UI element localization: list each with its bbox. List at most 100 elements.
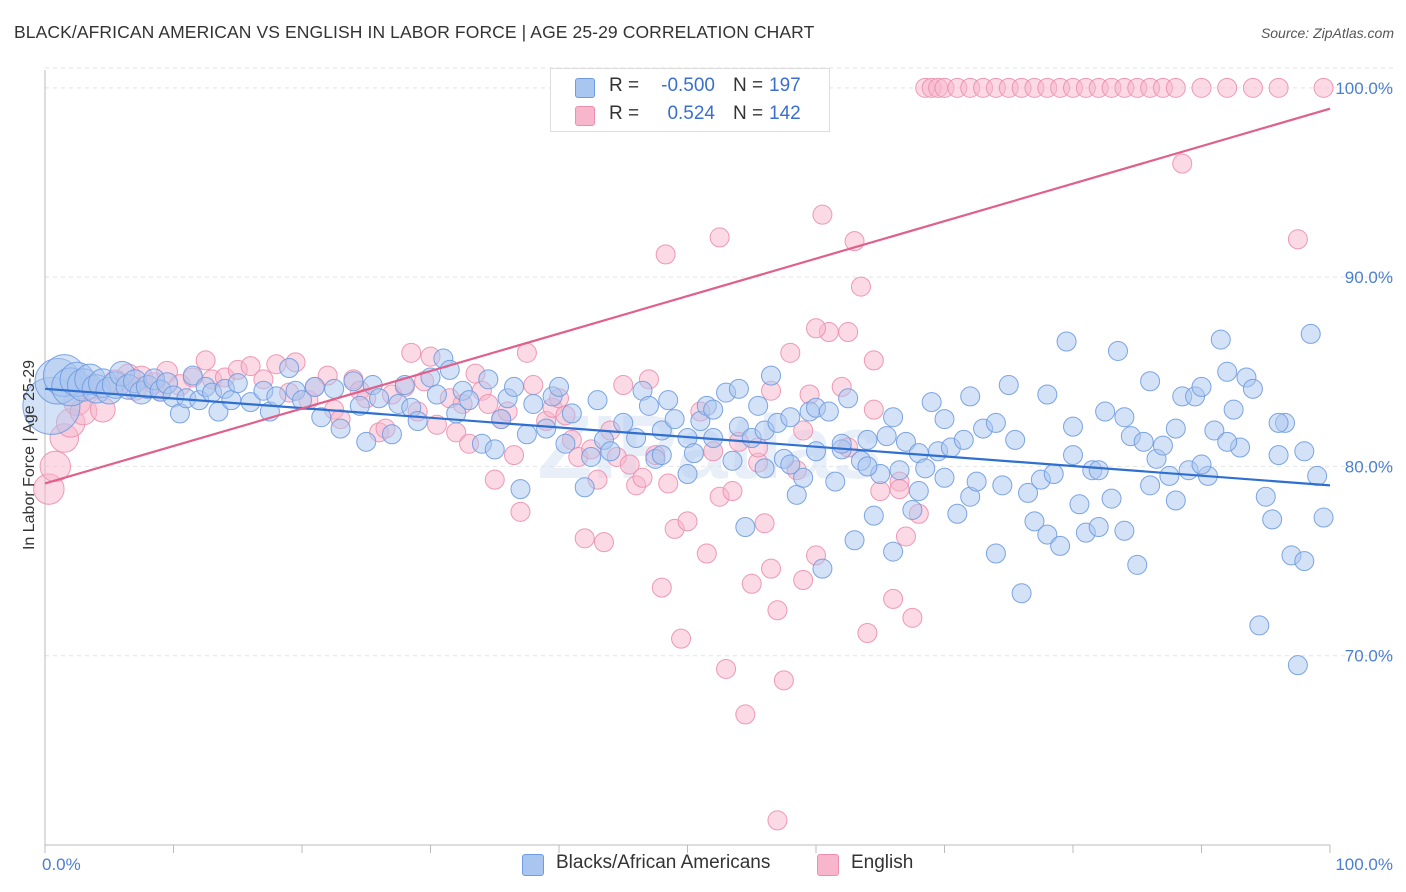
blacks-point xyxy=(626,428,647,449)
blacks-point xyxy=(304,376,325,397)
english-point xyxy=(401,342,422,363)
blacks-point xyxy=(831,433,852,454)
blacks-point xyxy=(426,384,447,405)
english-point xyxy=(651,577,672,598)
english-point xyxy=(863,350,884,371)
blacks-point xyxy=(722,450,743,471)
blacks-point xyxy=(1268,445,1289,466)
blacks-point xyxy=(825,471,846,492)
blacks-point xyxy=(1037,524,1058,545)
blacks-point xyxy=(1133,431,1154,452)
blacks-point xyxy=(780,407,801,428)
english-point xyxy=(677,511,698,532)
english-point xyxy=(510,501,531,522)
english-point xyxy=(1172,153,1193,174)
blacks-point xyxy=(1262,509,1283,530)
english-point xyxy=(767,810,788,831)
english-point xyxy=(1287,229,1308,250)
blacks-point xyxy=(1159,465,1180,486)
blacks-point xyxy=(1037,384,1058,405)
english-point xyxy=(1191,77,1212,98)
blacks-point xyxy=(1088,460,1109,481)
y-axis-label: In Labor Force | Age 25-29 xyxy=(21,360,38,550)
blacks-point xyxy=(985,543,1006,564)
english-point xyxy=(1242,77,1263,98)
blacks-point xyxy=(459,390,480,411)
source-credit: Source: ZipAtlas.com xyxy=(1260,25,1394,41)
blacks-point xyxy=(863,505,884,526)
english-point xyxy=(895,526,916,547)
english-point xyxy=(1217,77,1238,98)
english-trend-line xyxy=(44,107,1331,485)
blacks-point xyxy=(1204,420,1225,441)
blacks-point xyxy=(1307,465,1328,486)
blacks-point xyxy=(484,439,505,460)
blacks-point xyxy=(279,358,300,378)
legend-label-english: English xyxy=(851,852,914,873)
blacks-point xyxy=(838,388,859,409)
blacks-point xyxy=(921,392,942,413)
english-point xyxy=(767,600,788,621)
blacks-point xyxy=(1217,431,1238,452)
legend-r-label: R = xyxy=(609,75,640,96)
blacks-point xyxy=(683,443,704,464)
blacks-point xyxy=(613,412,634,433)
blacks-point xyxy=(947,503,968,524)
blacks-point xyxy=(1152,435,1173,456)
blacks-point xyxy=(356,431,377,452)
blacks-point xyxy=(1056,331,1077,352)
blacks-point xyxy=(658,390,679,411)
english-point xyxy=(516,342,537,363)
english-point xyxy=(658,473,679,494)
english-point xyxy=(735,704,756,725)
blacks-point xyxy=(1018,482,1039,503)
blacks-point xyxy=(381,424,402,445)
blacks-point xyxy=(587,390,608,411)
blacks-point xyxy=(574,477,595,498)
blacks-point xyxy=(703,399,724,420)
blacks-point xyxy=(516,424,537,445)
blacks-point xyxy=(908,481,929,502)
english-point xyxy=(523,375,544,396)
blacks-point xyxy=(953,429,974,450)
blacks-point xyxy=(182,365,203,386)
blacks-point xyxy=(1024,511,1045,532)
blacks-point xyxy=(1255,486,1276,507)
blacks-point xyxy=(1249,615,1270,636)
blacks-point xyxy=(728,378,749,399)
blacks-point xyxy=(478,369,499,390)
english-point xyxy=(741,573,762,594)
blacks-point xyxy=(581,446,602,467)
blacks-point xyxy=(1217,361,1238,382)
blacks-point xyxy=(1114,407,1135,428)
english-point xyxy=(484,469,505,490)
blacks-point xyxy=(1242,378,1263,399)
y-tick-label: 90.0% xyxy=(1345,268,1393,287)
english-point xyxy=(838,322,859,343)
correlation-legend: R = -0.500 N = 197 R = 0.524 N = 142 xyxy=(550,68,830,132)
blacks-point xyxy=(292,390,312,411)
blacks-point xyxy=(266,386,287,407)
english-point xyxy=(671,628,692,649)
blacks-point xyxy=(510,479,531,500)
english-point xyxy=(426,414,447,435)
blacks-point xyxy=(998,375,1019,396)
blacks-point xyxy=(818,401,839,422)
blacks-point xyxy=(857,429,878,450)
tick-labels: 70.0% 80.0% 90.0% 100.0% 0.0% 100.0% xyxy=(42,79,1393,874)
blacks-point xyxy=(786,484,807,505)
blacks-point xyxy=(1210,329,1231,350)
blacks-point xyxy=(324,378,345,399)
blacks-point xyxy=(561,403,582,424)
english-point xyxy=(773,670,794,691)
blacks-point xyxy=(1101,488,1122,509)
english-point xyxy=(793,420,814,441)
blacks-point xyxy=(221,390,242,411)
blacks-point xyxy=(876,426,897,447)
blacks-point xyxy=(1165,490,1186,511)
english-point xyxy=(1268,77,1289,98)
legend-swatch-blacks xyxy=(575,78,595,98)
blacks-point xyxy=(1107,340,1128,361)
blacks-point xyxy=(1191,376,1212,397)
english-point xyxy=(195,350,216,371)
